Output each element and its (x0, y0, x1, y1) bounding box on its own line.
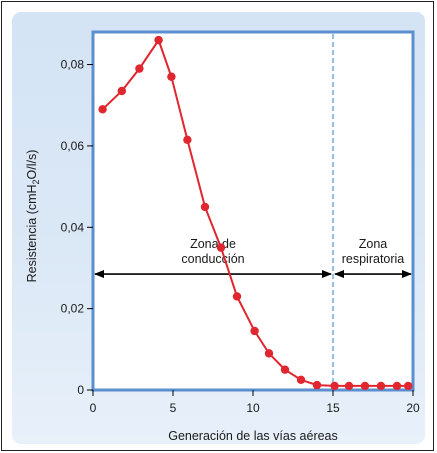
plot-area (91, 30, 415, 392)
x-tick-label: 0 (90, 401, 97, 415)
y-tick-label: 0,02 (61, 302, 85, 316)
x-tick-label: 15 (326, 401, 340, 415)
y-axis-label: Resistencia (cmH2O/l/s) (25, 150, 41, 283)
data-point (392, 381, 402, 391)
x-tick-label: 20 (406, 401, 420, 415)
data-point (344, 381, 354, 391)
y-tick-label: 0,04 (61, 220, 85, 234)
data-point (264, 349, 274, 358)
data-point (312, 380, 322, 390)
data-point (232, 292, 242, 301)
x-tick-label: 5 (170, 401, 177, 415)
x-axis-label: Generación de las vías aéreas (168, 429, 338, 443)
respiratory-zone-label: respiratoria (342, 252, 405, 266)
data-point (167, 72, 176, 81)
data-point (135, 64, 144, 73)
conduction-zone-label: conducción (181, 252, 244, 266)
data-point (330, 381, 339, 391)
y-tick-label: 0,08 (61, 58, 85, 72)
data-point (250, 326, 259, 336)
data-point (154, 35, 163, 45)
y-tick-label: 0 (77, 383, 84, 397)
data-point (376, 381, 386, 391)
data-point (296, 375, 306, 385)
data-point (117, 86, 127, 96)
data-point (200, 202, 210, 212)
data-point (280, 365, 290, 374)
y-tick-label: 0,06 (61, 139, 85, 153)
chart-marks: 0 0,02 0,04 0,06 0,08 0 5 10 15 20 Zona deconducci… (61, 34, 420, 415)
data-point (360, 381, 370, 391)
data-point (183, 135, 192, 145)
x-tick-label: 10 (246, 401, 260, 415)
data-point (98, 105, 107, 114)
respiratory-zone-label: Zona (359, 237, 388, 251)
data-point (216, 243, 226, 252)
data-point (404, 381, 413, 391)
conduction-zone-label: Zona de (190, 237, 236, 251)
